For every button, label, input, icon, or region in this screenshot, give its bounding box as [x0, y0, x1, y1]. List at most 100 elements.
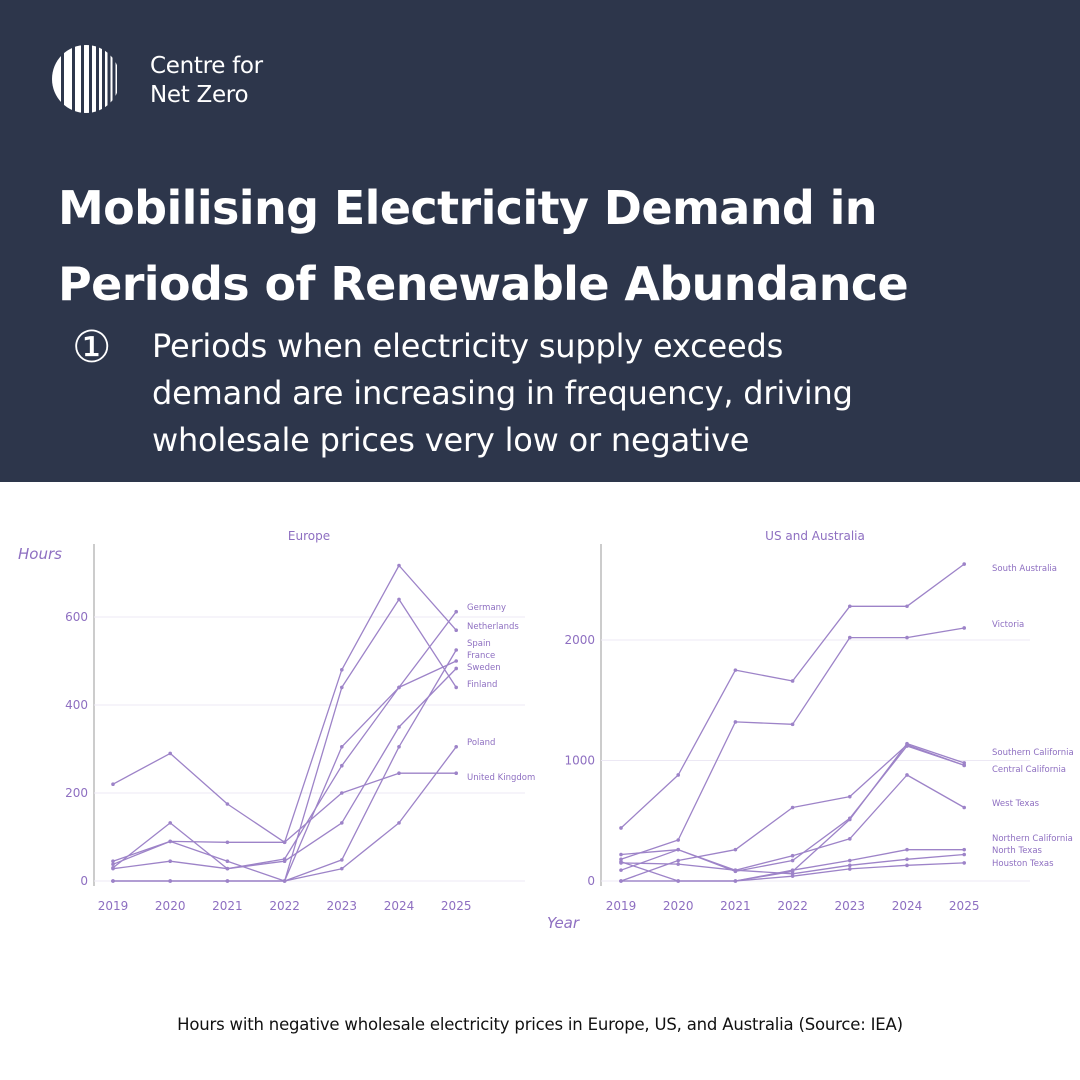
- europe-series-line-sweden: [112, 668, 457, 870]
- europe-data-point-poland: [282, 879, 287, 883]
- europe-x-tick-label: 2022: [269, 899, 300, 913]
- us-australia-series-label-west-texas: West Texas: [992, 799, 1040, 809]
- us-australia-x-tick-label: 2021: [720, 899, 751, 913]
- us-australia-x-tick-label: 2020: [663, 899, 694, 913]
- europe-data-point-germany: [340, 745, 344, 749]
- us-australia-x-axis-title: Year: [547, 914, 580, 932]
- us-australia-data-point-south-australia: [790, 679, 795, 683]
- us-australia-series-line-south-australia: [620, 563, 965, 829]
- europe-series-label-sweden: Sweden: [467, 663, 501, 673]
- europe-data-point-sweden: [340, 821, 344, 825]
- europe-data-point-united-kingdom: [454, 771, 459, 775]
- us-australia-series-label-victoria: Victoria: [992, 620, 1024, 630]
- europe-data-point-finland: [111, 862, 115, 867]
- europe-data-point-sweden: [454, 666, 459, 671]
- europe-y-tick-label: 200: [65, 786, 88, 800]
- europe-data-point-netherlands: [397, 563, 401, 568]
- europe-chart-title: Europe: [288, 529, 330, 543]
- europe-data-point-france: [168, 821, 172, 825]
- europe-series-line-finland: [112, 598, 457, 882]
- europe-data-point-finland: [397, 597, 401, 602]
- europe-data-point-united-kingdom: [168, 751, 172, 756]
- us-australia-data-point-central-california: [848, 794, 852, 799]
- us-australia-series-label-south-australia: South Australia: [992, 564, 1057, 574]
- europe-data-point-netherlands: [225, 840, 230, 845]
- us-australia-x-tick-label: 2024: [892, 899, 923, 913]
- us-australia-data-point-south-australia: [962, 562, 966, 566]
- europe-data-point-poland: [397, 821, 401, 825]
- us-australia-data-point-victoria: [676, 838, 680, 842]
- us-australia-data-point-unlabeled-8: [848, 863, 852, 868]
- europe-data-point-poland: [168, 879, 172, 883]
- europe-data-point-finland: [340, 685, 344, 690]
- point-text-line-1: Periods when electricity supply exceeds: [152, 327, 784, 365]
- europe-data-point-netherlands: [340, 668, 344, 672]
- us-australia-data-point-central-california: [733, 847, 738, 852]
- us-australia-data-point-south-australia: [905, 604, 909, 609]
- europe-series-label-netherlands: Netherlands: [467, 622, 519, 632]
- us-australia-data-point-south-australia: [848, 604, 852, 609]
- us-australia-data-point-victoria: [733, 720, 738, 724]
- us-australia-data-point-unlabeled-8: [905, 857, 909, 862]
- europe-data-point-united-kingdom: [111, 782, 115, 786]
- europe-x-tick-label: 2020: [155, 899, 186, 913]
- us-australia-x-tick-label: 2025: [949, 899, 980, 913]
- europe-data-point-sweden: [111, 866, 115, 871]
- europe-data-point-spain: [340, 858, 344, 862]
- europe-data-point-spain: [454, 648, 459, 652]
- us-australia-data-point-central-california: [790, 805, 795, 810]
- europe-x-tick-label: 2024: [384, 899, 415, 913]
- us-australia-data-point-victoria: [848, 635, 852, 640]
- us-australia-data-point-west-texas: [962, 805, 966, 810]
- europe-series-line-united-kingdom: [112, 752, 457, 843]
- us-australia-data-point-northern-california: [962, 763, 966, 768]
- europe-data-point-france: [397, 685, 401, 690]
- us-australia-y-tick-label: 1000: [564, 754, 595, 768]
- us-australia-series-label-north-texas: North Texas: [992, 846, 1043, 856]
- us-australia-data-point-west-texas: [790, 853, 795, 858]
- europe-y-tick-label: 600: [65, 610, 88, 624]
- us-australia-series-label-southern-california: Southern California: [992, 748, 1074, 758]
- europe-data-point-finland: [225, 859, 230, 863]
- page-title-line-1: Mobilising Electricity Demand in: [58, 181, 878, 235]
- us-australia-data-point-west-texas: [905, 773, 909, 777]
- us-australia-series-line-victoria: [620, 627, 965, 860]
- europe-y-tick-label: 400: [65, 698, 88, 712]
- us-australia-series-label-houston-texas: Houston Texas: [992, 859, 1054, 869]
- us-australia-data-point-northern-california: [790, 858, 795, 863]
- europe-data-point-poland: [340, 866, 344, 871]
- us-australia-data-point-northern-california: [905, 744, 909, 748]
- point-text-line-2: demand are increasing in frequency, driv…: [152, 374, 853, 412]
- page-title-line-2: Periods of Renewable Abundance: [58, 257, 909, 311]
- europe-data-point-united-kingdom: [225, 802, 230, 806]
- page-title: Mobilising Electricity Demand in Periods…: [58, 170, 1068, 322]
- us-australia-x-tick-label: 2019: [606, 899, 637, 913]
- us-australia-data-point-north-texas: [790, 868, 795, 872]
- us-australia-data-point-unlabeled-8: [790, 871, 795, 876]
- negative-price-hours-charts: Europe 0 200 400 600 2019 2020 2021 2022 2023 2024…: [18, 529, 1074, 932]
- us-australia-data-point-victoria: [962, 626, 966, 630]
- organisation-name: Centre for Net Zero: [150, 52, 263, 110]
- europe-data-point-united-kingdom: [282, 840, 287, 845]
- barcode-circle-logo-icon: [52, 45, 117, 113]
- us-australia-data-point-northern-california: [676, 847, 680, 852]
- europe-x-tick-label: 2019: [98, 899, 129, 913]
- europe-series-label-united-kingdom: United Kingdom: [467, 773, 535, 783]
- europe-series-label-germany: Germany: [467, 603, 506, 613]
- europe-series-label-france: France: [467, 651, 495, 661]
- us-australia-data-point-north-texas: [905, 847, 909, 852]
- europe-series-line-france: [112, 660, 457, 870]
- europe-x-tick-label: 2025: [441, 899, 472, 913]
- europe-y-axis-title: Hours: [18, 545, 62, 563]
- organisation-name-line-1: Centre for: [150, 53, 263, 79]
- europe-series-line-netherlands: [112, 564, 457, 862]
- europe-data-point-united-kingdom: [397, 771, 401, 775]
- europe-data-point-france: [340, 763, 344, 768]
- europe-data-point-finland: [454, 685, 459, 690]
- us-australia-data-point-west-texas: [619, 868, 623, 872]
- europe-data-point-netherlands: [111, 859, 115, 863]
- europe-data-point-poland: [225, 879, 230, 883]
- us-australia-data-point-houston-texas: [905, 863, 909, 868]
- europe-data-point-sweden: [397, 725, 401, 729]
- us-australia-data-point-south-australia: [733, 668, 738, 672]
